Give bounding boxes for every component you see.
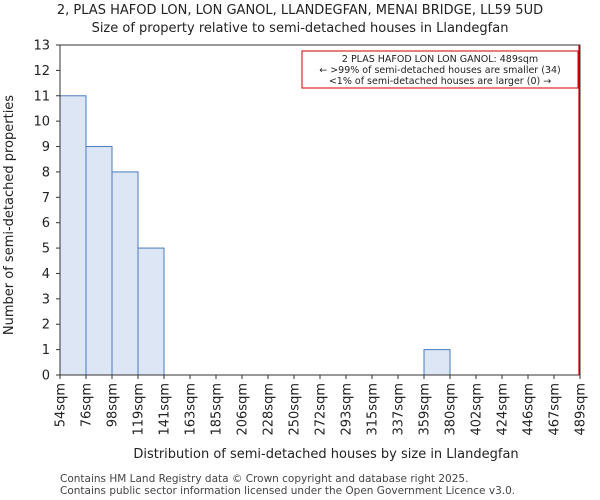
y-tick-label: 7 [42,191,50,206]
x-tick-label: 424sqm [496,383,511,436]
annotation-box [301,50,579,89]
y-tick-label: 6 [42,216,50,231]
x-tick-label: 141sqm [158,383,173,436]
x-tick-label: 446sqm [522,383,537,436]
bar-54sqm [59,95,87,376]
bar-119sqm [137,247,165,376]
y-tick-label: 0 [42,369,50,384]
y-axis-label: Number of semi-detached properties [2,95,17,335]
y-tick-label: 2 [42,318,50,333]
x-tick-label: 206sqm [236,383,251,436]
y-tick-label: 10 [33,115,50,130]
x-tick-label: 54sqm [54,383,69,427]
x-tick-label: 293sqm [340,383,355,436]
x-tick-label: 315sqm [366,383,381,436]
chart-subtitle: Size of property relative to semi-detach… [92,21,509,36]
x-tick-label: 119sqm [132,383,147,436]
x-axis-ticks: 54sqm 76sqm 98sqm 119sqm 141sqm 163sqm 185sqm 2… [54,375,589,436]
y-tick-label: 9 [42,140,50,155]
y-tick-label: 4 [42,267,50,282]
x-tick-label: 467sqm [548,383,563,436]
footer-line-2: Contains public sector information licen… [60,485,515,497]
y-tick-label: 3 [42,292,50,307]
x-tick-label: 163sqm [184,383,199,436]
bars-group [59,95,451,376]
annotation-line-2: ← >99% of semi-detached houses are small… [319,65,561,76]
y-tick-label: 13 [33,39,50,54]
x-tick-label: 359sqm [418,383,433,436]
y-tick-label: 1 [42,343,50,358]
x-tick-label: 98sqm [106,383,121,427]
chart-title: 2, PLAS HAFOD LON, LON GANOL, LLANDEGFAN… [57,3,543,18]
x-tick-label: 489sqm [574,383,589,436]
plot-frame [59,44,581,376]
annotation-line-3: <1% of semi-detached houses are larger (… [329,76,551,87]
x-tick-label: 250sqm [288,383,303,436]
footer-line-1: Contains HM Land Registry data © Crown c… [60,473,468,485]
bar-359sqm [423,349,451,376]
y-tick-label: 11 [33,89,50,104]
y-tick-label: 12 [33,64,50,79]
x-tick-label: 185sqm [210,383,225,436]
x-tick-label: 228sqm [262,383,277,436]
x-tick-label: 402sqm [470,383,485,436]
bar-76sqm [85,146,113,376]
x-tick-label: 337sqm [392,383,407,436]
y-tick-label: 8 [42,165,50,180]
x-tick-label: 380sqm [444,383,459,436]
x-tick-label: 76sqm [80,383,95,427]
bar-98sqm [111,171,139,376]
x-tick-label: 272sqm [314,383,329,436]
y-tick-label: 5 [42,242,50,257]
x-axis-label: Distribution of semi-detached houses by … [133,447,518,462]
annotation-line-1: 2 PLAS HAFOD LON LON GANOL: 489sqm [342,54,538,65]
